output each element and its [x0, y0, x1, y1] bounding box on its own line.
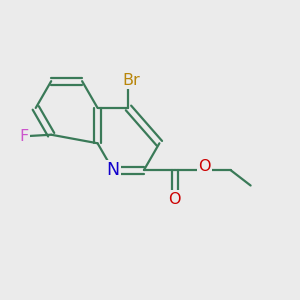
Text: O: O: [198, 159, 211, 174]
Text: O: O: [169, 192, 181, 207]
Text: F: F: [20, 129, 29, 144]
Text: N: N: [106, 161, 120, 179]
Text: Br: Br: [122, 73, 140, 88]
